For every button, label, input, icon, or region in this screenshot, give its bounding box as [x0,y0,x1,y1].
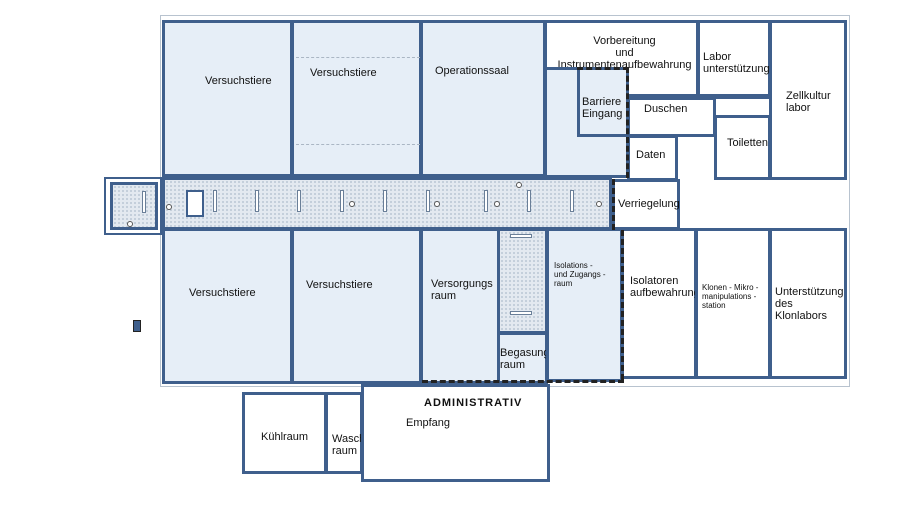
room-label: Barriere Eingang [582,96,623,120]
room-operationssaal: Operationssaal [420,20,546,177]
room-label: Versuchstiere [189,287,256,299]
room-klonen: Klonen - Mikro - manipulations - station [695,228,771,379]
room-label: Zellkultur labor [786,90,831,114]
room-klonlabor-support: Unterstützung des Klonlabors [769,228,847,379]
room-label: Versuchstiere [205,75,272,87]
room-label: Versuchstiere [310,67,377,79]
barrier-line [626,67,629,178]
equipment-marker [510,311,532,315]
room-empfang: ADMINISTRATIV Empfang [361,384,550,482]
room-waschraum: Wasch raum [325,392,366,474]
equipment-marker [516,182,522,188]
dashed-guide [296,144,420,145]
barrier-line [422,380,624,383]
equipment-marker [142,191,146,213]
room-label: Duschen [644,103,688,115]
room-label: Verriegelung [618,198,680,210]
room-begasungsraum: Begasungs raum [497,332,555,384]
equipment-marker [255,190,259,212]
barrier-line [621,230,624,380]
room-daten: Daten [627,135,678,181]
corridor-box-marker [186,190,204,217]
entry-annex-inner [110,182,158,230]
corridor [162,177,612,230]
room-barriere-eingang: Barriere Eingang [577,67,629,137]
equipment-marker [383,190,387,212]
room-isolations: Isolations - und Zugangs - raum [546,228,623,382]
room-versuchstiere-1: Versuchstiere [162,20,293,177]
room-label: Wasch raum [332,433,366,457]
equipment-marker [510,234,532,238]
equipment-marker [434,201,440,207]
room-label: Unterstützung des Klonlabors [775,286,844,322]
room-label: Isolations - und Zugangs - raum [554,261,606,288]
legend-marker [133,320,141,332]
room-kuehlraum: Kühlraum [242,392,327,474]
room-label: Versorgungs raum [431,278,493,302]
room-zellkultur: Zellkultur labor [769,20,847,180]
room-label: Kühlraum [261,431,309,443]
room-verriegelung: Verriegelung [612,179,680,230]
equipment-marker [527,190,531,212]
room-label: Operationssaal [435,65,509,77]
room-label: Daten [636,149,666,161]
room-label: Begasungs raum [500,347,556,371]
equipment-marker [494,201,500,207]
equipment-marker [484,190,488,212]
room-versorgungsraum: Versorgungs raum [420,228,500,384]
room-isolatoren: Isolatoren aufbewahrung [621,228,700,379]
barrier-line [612,179,615,230]
dashed-guide [296,57,420,58]
room-label: Versuchstiere [306,279,373,291]
equipment-marker [340,190,344,212]
equipment-marker [596,201,602,207]
room-label: Isolatoren aufbewahrung [630,275,700,299]
admin-heading: ADMINISTRATIV [424,397,523,409]
room-versuchstiere-4: Versuchstiere [291,228,422,384]
room-label: Labor unterstützung [703,51,770,75]
room-label: Vorbereitung und Instrumentenaufbewahrun… [557,35,692,71]
room-zwischenraum [714,97,771,117]
equipment-marker [127,221,133,227]
room-versuchstiere-3: Versuchstiere [162,228,293,384]
room-versuchstiere-2: Versuchstiere [291,20,422,177]
equipment-marker [426,190,430,212]
barrier-line [577,67,629,70]
room-label: Klonen - Mikro - manipulations - station [702,283,759,310]
room-schleuse [497,228,548,334]
room-label: Empfang [406,417,451,429]
equipment-marker [166,204,172,210]
equipment-marker [349,201,355,207]
equipment-marker [570,190,574,212]
room-labor-unterstuetzung: Labor unterstützung [697,20,771,97]
equipment-marker [213,190,217,212]
room-label: Toiletten [727,137,768,149]
equipment-marker [297,190,301,212]
room-toiletten: Toiletten [714,115,771,180]
room-duschen: Duschen [627,97,716,137]
